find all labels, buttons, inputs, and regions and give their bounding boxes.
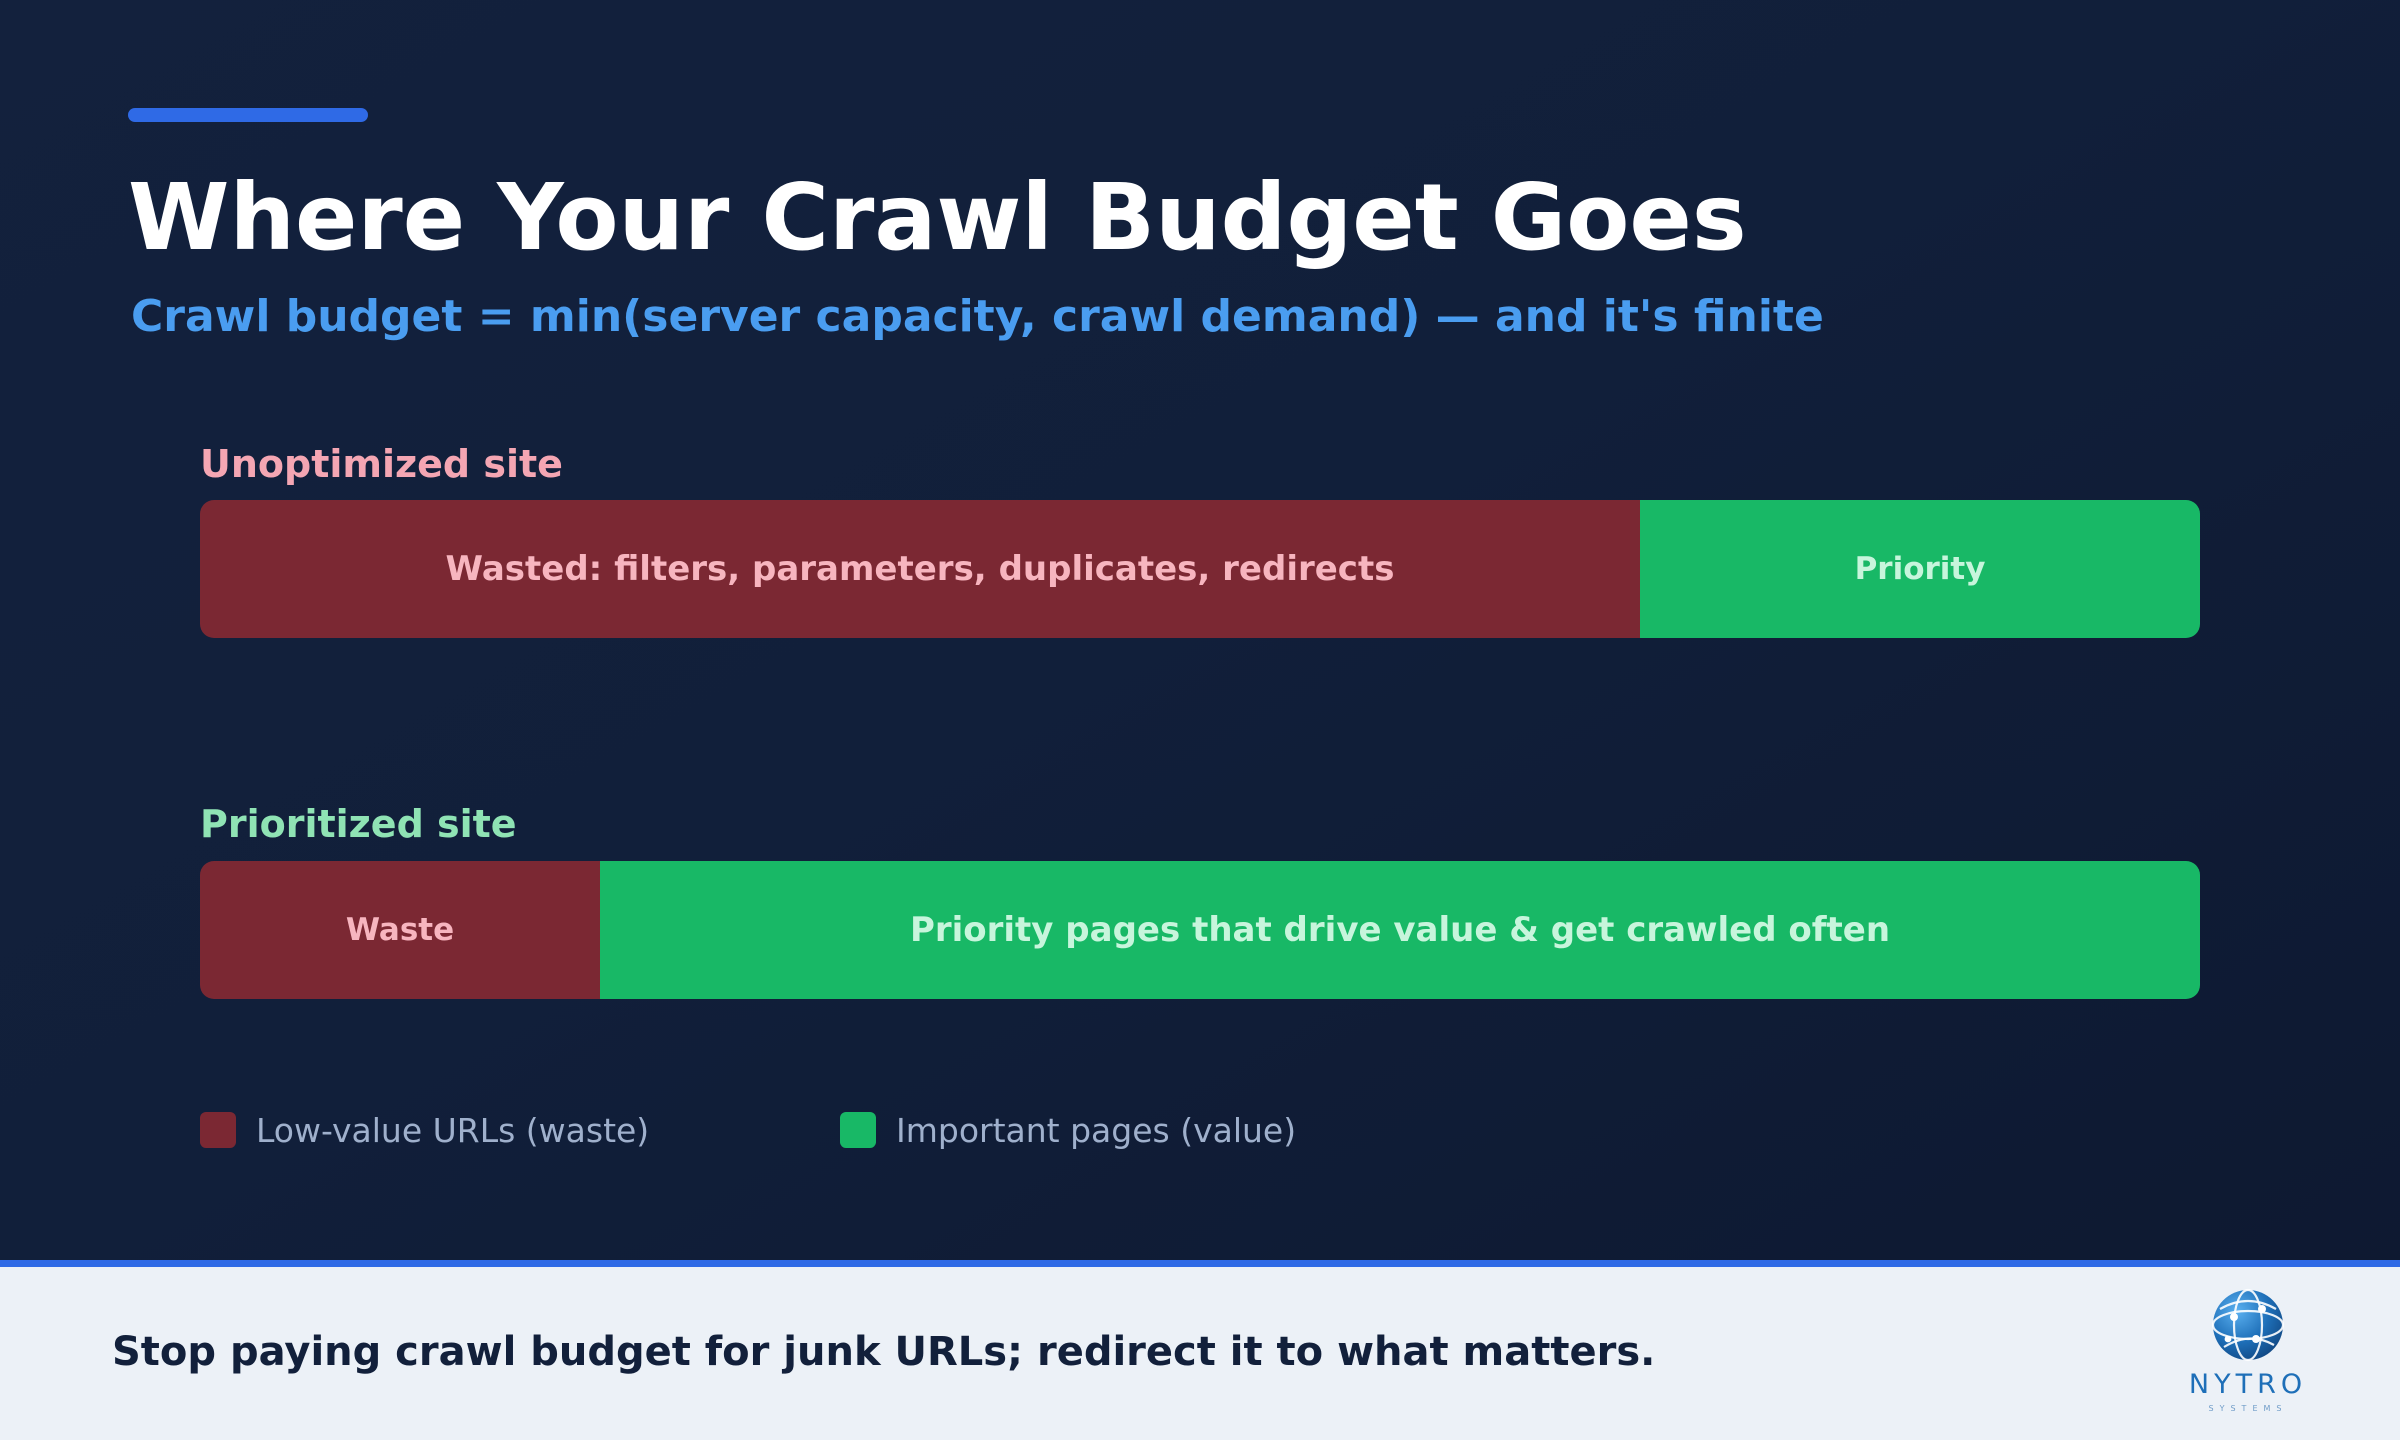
row-label-unoptimized: Unoptimized site [200, 442, 563, 486]
bar-segment-value-1: Priority pages that drive value & get cr… [600, 861, 2200, 999]
globe-icon [2211, 1288, 2285, 1362]
logo-subtext: SYSTEMS [2208, 1404, 2288, 1413]
legend-item-waste: Low-value URLs (waste) [200, 1110, 650, 1150]
legend-label-value: Important pages (value) [896, 1110, 1297, 1150]
bar-segment-value-0: Priority [1640, 500, 2200, 638]
footer-banner: Stop paying crawl budget for junk URLs; … [0, 1260, 2400, 1440]
accent-bar [128, 108, 368, 122]
legend-label-waste: Low-value URLs (waste) [256, 1110, 650, 1150]
page-subtitle: Crawl budget = min(server capacity, craw… [131, 291, 1824, 342]
bar-prioritized-site: Waste Priority pages that drive value & g… [200, 861, 2200, 999]
bar-segment-label-waste-1: Waste [345, 912, 455, 948]
logo-wordmark: NYTRO [2188, 1369, 2308, 1400]
nytro-logo: NYTRO SYSTEMS [2168, 1287, 2328, 1437]
page-title: Where Your Crawl Budget Goes [128, 164, 1747, 271]
bar-segment-label-value-0: Priority [1854, 551, 1986, 587]
bar-unoptimized-site: Wasted: filters, parameters, duplicates,… [200, 500, 2200, 638]
legend-swatch-value [840, 1112, 876, 1148]
legend-item-value: Important pages (value) [840, 1110, 1297, 1150]
bar-segment-waste-0: Wasted: filters, parameters, duplicates,… [200, 500, 1640, 638]
footer-tagline: Stop paying crawl budget for junk URLs; … [112, 1329, 1656, 1375]
bar-segment-waste-1: Waste [200, 861, 600, 999]
row-label-prioritized: Prioritized site [200, 802, 517, 846]
legend-swatch-waste [200, 1112, 236, 1148]
bar-segment-label-value-1: Priority pages that drive value & get cr… [909, 910, 1891, 950]
bar-segment-label-waste-0: Wasted: filters, parameters, duplicates,… [445, 549, 1395, 589]
